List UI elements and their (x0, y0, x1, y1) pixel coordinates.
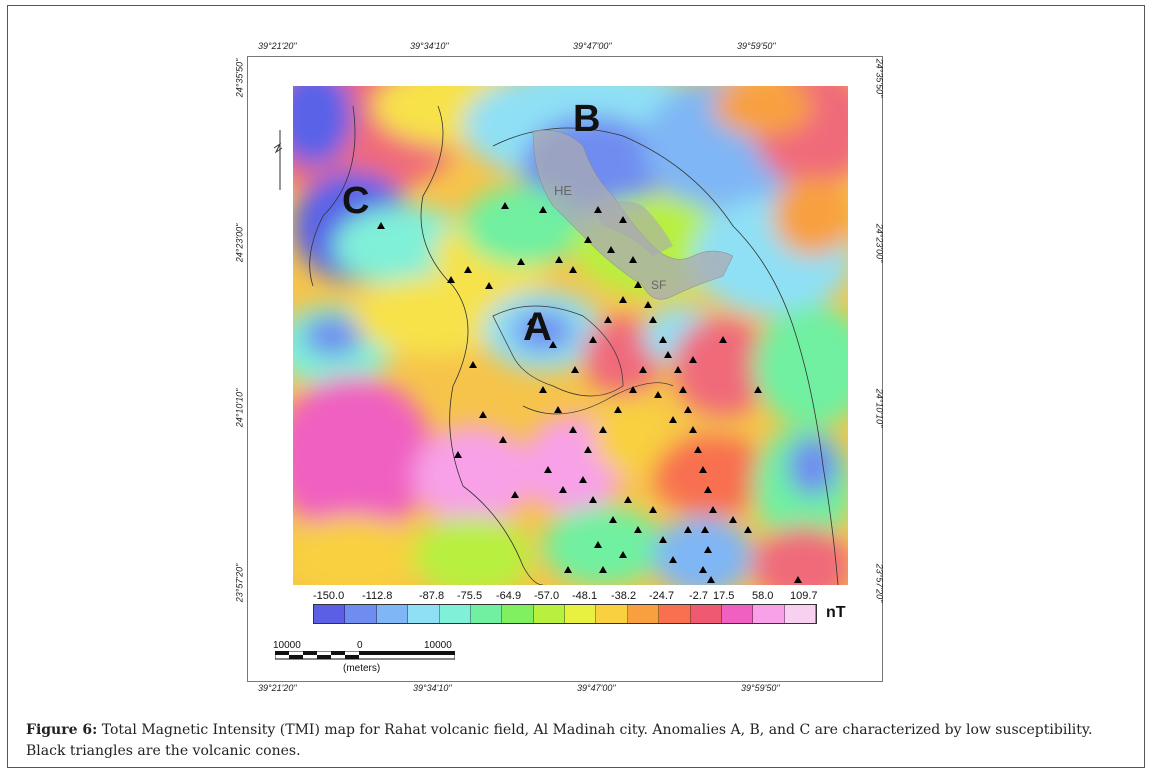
outline-inner (492, 305, 624, 397)
scalebar (275, 651, 455, 660)
coord-right-4: 23°57'20" (874, 563, 885, 603)
colorbar-tick: -64.9 (496, 590, 522, 602)
lava-label-he: HE (554, 183, 573, 198)
anomaly-label-b: B (573, 98, 601, 140)
colorbar-tick: 17.5 (713, 590, 735, 602)
colorbar-tick: -87.8 (419, 590, 445, 602)
figure-caption: Figure 6: Total Magnetic Intensity (TMI)… (26, 720, 1131, 762)
colorbar-tick: -150.0 (313, 590, 345, 602)
colorbar-tick: -2.7 (689, 590, 708, 602)
colorbar-swatch (596, 605, 628, 623)
colorbar-swatch (690, 605, 722, 623)
lava-flow-2 (593, 201, 673, 256)
anomaly-label-c: C (342, 180, 370, 222)
colorbar-swatch (439, 605, 471, 623)
coord-top-1: 39°21'20" (258, 41, 297, 51)
outline-boundary (420, 105, 544, 585)
colorbar-swatch (376, 605, 409, 623)
coord-bottom-4: 39°59'50" (741, 683, 780, 693)
colorbar-swatch (627, 605, 660, 623)
coord-top-2: 39°34'10" (410, 41, 449, 51)
scalebar-right-label: 10000 (424, 640, 452, 651)
colorbar-swatch (721, 605, 754, 623)
coord-right-1: 24°35'50" (874, 58, 885, 98)
colorbar-swatch (784, 605, 816, 623)
tmi-map (293, 86, 848, 585)
coord-left-3: 24°10'10" (234, 388, 245, 428)
colorbar-tick: -112.8 (362, 590, 393, 602)
colorbar-swatch (659, 605, 691, 623)
coord-left-1: 24°35'50" (234, 58, 245, 98)
outline-lava-field (492, 127, 839, 585)
coord-left-2: 24°23'00" (234, 223, 245, 263)
colorbar-swatch (502, 605, 534, 623)
colorbar-swatch (408, 605, 440, 623)
caption-text: Total Magnetic Intensity (TMI) map for R… (26, 722, 1093, 759)
colorbar-swatch (565, 605, 597, 623)
figure-label: Figure 6: (26, 722, 98, 738)
colorbar-tick: -75.5 (457, 590, 483, 602)
scalebar-unit: (meters) (343, 663, 381, 674)
lava-flow (532, 129, 734, 300)
coord-top-4: 39°59'50" (737, 41, 776, 51)
colorbar-tick: -24.7 (649, 590, 675, 602)
anomaly-label-a: A (523, 305, 552, 349)
colorbar-tick: -48.1 (572, 590, 598, 602)
outline-south (522, 382, 674, 415)
colorbar-swatch (345, 605, 377, 623)
colorbar-tick: 109.7 (790, 590, 818, 602)
lava-label-sf: SF (651, 278, 667, 292)
coord-bottom-1: 39°21'20" (258, 683, 297, 693)
colorbar-ticks: -150.0 -112.8 -87.8 -75.5 -64.9 -57.0 -4… (300, 590, 820, 604)
colorbar-swatch (314, 605, 346, 623)
colorbar-tick: -57.0 (534, 590, 560, 602)
coord-bottom-3: 39°47'00" (577, 683, 616, 693)
outline-west (309, 105, 356, 287)
colorbar-tick: 58.0 (752, 590, 774, 602)
colorbar (313, 604, 817, 624)
coord-right-3: 24°10'10" (874, 388, 885, 428)
colorbar-swatch (470, 605, 503, 623)
colorbar-swatch (753, 605, 785, 623)
coord-top-3: 39°47'00" (573, 41, 612, 51)
north-arrow (273, 130, 283, 190)
scalebar-left-label: 10000 (273, 640, 301, 651)
volcanic-cones (377, 202, 802, 583)
colorbar-tick: -38.2 (611, 590, 637, 602)
coord-bottom-2: 39°34'10" (413, 683, 452, 693)
colorbar-swatch (533, 605, 565, 623)
coord-right-2: 24°23'00" (874, 223, 885, 263)
colorbar-unit: nT (826, 604, 846, 621)
scalebar-mid-label: 0 (357, 640, 363, 651)
coord-left-4: 23°57'20" (234, 563, 245, 603)
